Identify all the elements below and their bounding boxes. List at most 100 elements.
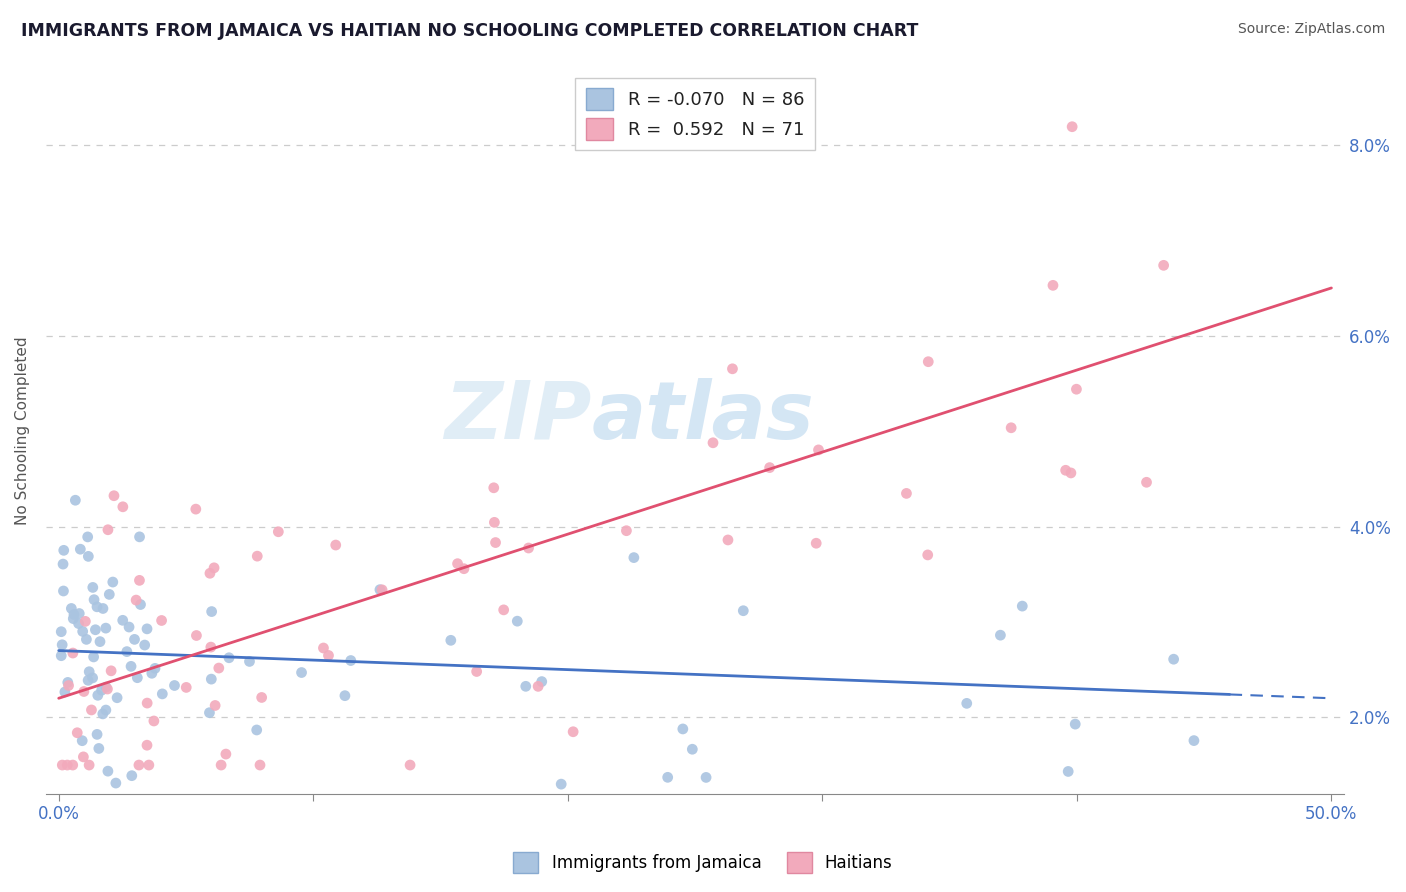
Point (681, 742, 703, 756)
Point (128, 530, 150, 544)
Point (105, 690, 128, 705)
Point (72, 624, 94, 639)
Point (201, 605, 224, 619)
Point (186, 628, 208, 642)
Point (1135, 475, 1157, 490)
Point (733, 604, 755, 618)
Point (56, 675, 79, 690)
Point (82, 581, 104, 595)
Point (1062, 120, 1084, 134)
Point (63, 607, 86, 622)
Point (142, 714, 165, 728)
Text: ZIP: ZIP (444, 377, 591, 456)
Point (249, 758, 271, 772)
Point (492, 603, 515, 617)
Point (550, 777, 572, 791)
Point (98, 587, 121, 601)
Point (174, 681, 197, 695)
Point (517, 541, 540, 555)
Point (51, 638, 73, 652)
Point (672, 722, 695, 736)
Point (267, 524, 290, 539)
Point (51, 758, 73, 772)
Point (290, 665, 312, 680)
Point (184, 502, 207, 516)
Point (807, 442, 830, 457)
Point (695, 771, 717, 785)
Point (94, 621, 117, 635)
Point (339, 654, 361, 668)
Point (86, 727, 108, 741)
Point (623, 550, 645, 565)
Point (67, 607, 90, 621)
Point (52, 584, 75, 599)
Point (77, 758, 100, 772)
Point (56, 758, 79, 772)
Point (246, 549, 269, 563)
Point (97, 523, 120, 537)
Point (125, 593, 148, 607)
Point (238, 655, 260, 669)
Point (200, 672, 222, 686)
Point (465, 665, 488, 679)
Point (440, 633, 463, 648)
Point (51, 648, 73, 663)
Point (333, 689, 356, 703)
Point (917, 548, 939, 562)
Point (956, 697, 979, 711)
Point (141, 666, 163, 681)
Point (76, 530, 98, 544)
Point (250, 690, 273, 705)
Point (101, 575, 124, 590)
Point (453, 562, 475, 576)
Point (62, 646, 84, 660)
Point (96, 681, 118, 696)
Point (77, 549, 100, 564)
Legend: R = -0.070   N = 86, R =  0.592   N = 71: R = -0.070 N = 86, R = 0.592 N = 71 (575, 78, 815, 151)
Point (104, 776, 127, 790)
Point (138, 758, 160, 772)
Point (200, 640, 222, 654)
Text: Source: ZipAtlas.com: Source: ZipAtlas.com (1237, 22, 1385, 37)
Point (52, 557, 75, 571)
Point (209, 758, 232, 772)
Point (121, 769, 143, 783)
Point (1054, 463, 1077, 477)
Point (204, 698, 226, 713)
Point (399, 758, 422, 772)
Point (198, 706, 221, 720)
Point (118, 620, 141, 634)
Point (917, 354, 939, 368)
Point (89, 634, 111, 648)
Point (77, 673, 100, 688)
Point (83, 649, 105, 664)
Point (134, 638, 156, 652)
Point (1163, 652, 1185, 666)
Point (1060, 466, 1083, 480)
Point (127, 671, 149, 685)
Point (527, 679, 550, 693)
Point (66, 725, 89, 739)
Point (1011, 599, 1033, 613)
Point (136, 738, 159, 752)
Point (82, 671, 104, 685)
Point (530, 674, 553, 689)
Point (702, 435, 724, 450)
Point (1042, 278, 1064, 293)
Point (368, 582, 391, 597)
Point (75, 615, 97, 629)
Point (721, 361, 744, 376)
Point (1057, 764, 1080, 779)
Point (77, 665, 100, 679)
Point (657, 770, 679, 784)
Point (60, 601, 83, 615)
Point (87, 741, 110, 756)
Point (111, 500, 134, 514)
Point (83, 592, 105, 607)
Point (484, 535, 506, 549)
Point (150, 687, 173, 701)
Point (990, 628, 1012, 642)
Text: atlas: atlas (591, 377, 814, 456)
Point (129, 598, 152, 612)
Point (100, 664, 122, 678)
